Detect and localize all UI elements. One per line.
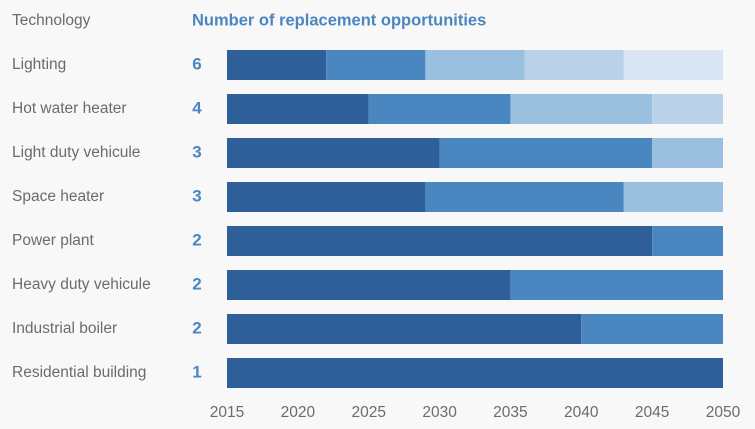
opportunity-count: 1: [192, 362, 201, 381]
category-label: Light duty vehicule: [12, 144, 140, 161]
opportunity-count: 6: [192, 54, 201, 73]
bar-segment: [368, 94, 511, 124]
category-label: Residential building: [12, 364, 146, 381]
bar-segment: [227, 270, 511, 300]
opportunity-count: 2: [192, 230, 201, 249]
bar-segment: [652, 94, 723, 124]
x-tick-label: 2045: [635, 404, 669, 421]
bar-segment: [227, 358, 723, 388]
x-tick-label: 2030: [422, 404, 457, 421]
bar-segment: [652, 138, 723, 168]
bar-segment: [326, 50, 426, 80]
x-tick-label: 2020: [281, 404, 316, 421]
category-label: Space heater: [12, 188, 104, 205]
x-tick-label: 2015: [210, 404, 244, 421]
x-tick-label: 2040: [564, 404, 599, 421]
count-header: Number of replacement opportunities: [192, 11, 486, 29]
bar-segment: [510, 94, 653, 124]
bar-segment: [524, 50, 624, 80]
bar-segment: [652, 226, 723, 256]
bar-segment: [425, 50, 525, 80]
category-label: Power plant: [12, 232, 95, 249]
bar-segment: [439, 138, 653, 168]
opportunity-count: 3: [192, 142, 201, 161]
category-label: Heavy duty vehicule: [12, 276, 151, 293]
row-header: Technology: [12, 12, 91, 29]
category-label: Industrial boiler: [12, 320, 117, 337]
bar-segment: [227, 94, 369, 124]
bar-segment: [581, 314, 723, 344]
category-label: Lighting: [12, 56, 66, 73]
opportunity-count: 4: [192, 98, 202, 117]
x-tick-label: 2025: [351, 404, 385, 421]
bar-segment: [623, 182, 723, 212]
opportunity-count: 2: [192, 318, 201, 337]
bar-segment: [227, 226, 653, 256]
bar-segment: [227, 138, 440, 168]
bar-segment: [510, 270, 723, 300]
bar-segment: [227, 182, 426, 212]
opportunity-count: 2: [192, 274, 201, 293]
bar-segment: [425, 182, 624, 212]
opportunity-count: 3: [192, 186, 201, 205]
category-label: Hot water heater: [12, 100, 127, 117]
x-tick-label: 2050: [706, 404, 741, 421]
x-tick-label: 2035: [493, 404, 527, 421]
bar-segment: [227, 314, 582, 344]
bar-segment: [227, 50, 327, 80]
bar-segment: [623, 50, 723, 80]
